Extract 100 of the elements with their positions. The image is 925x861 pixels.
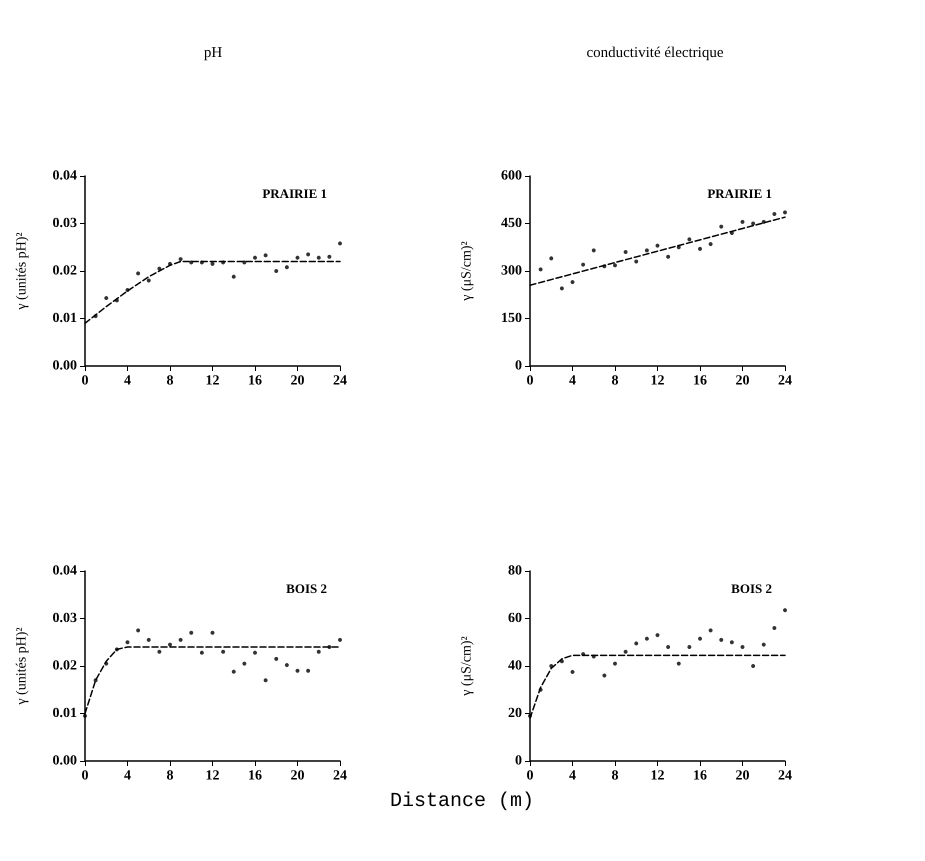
point <box>644 248 649 252</box>
point <box>210 630 214 635</box>
y-tick-label: 0.03 <box>52 611 77 626</box>
y-tick-label: 0.01 <box>52 706 77 721</box>
point <box>719 224 724 229</box>
point <box>284 265 289 270</box>
y-tick-label: 0.00 <box>52 358 77 374</box>
x-tick-label: 0 <box>526 768 534 784</box>
point <box>698 636 702 641</box>
point <box>189 630 194 635</box>
x-tick-label: 24 <box>333 374 347 388</box>
point <box>719 638 724 642</box>
x-tick-label: 16 <box>693 768 707 784</box>
point <box>316 256 321 260</box>
point <box>253 256 257 260</box>
point <box>338 241 342 246</box>
x-tick-label: 16 <box>248 768 262 784</box>
point <box>740 645 744 649</box>
y-axis-title: γ (μS/cm)² <box>460 636 474 697</box>
point <box>666 645 670 649</box>
point <box>656 244 660 248</box>
y-tick-label: 60 <box>508 611 522 626</box>
point <box>157 650 162 654</box>
point <box>634 260 638 264</box>
point <box>634 641 638 646</box>
point <box>624 650 628 654</box>
text: pH <box>204 45 222 62</box>
x-tick-label: 12 <box>650 768 664 784</box>
point <box>210 262 214 266</box>
y-tick-label: 0.03 <box>52 216 77 231</box>
y-tick-label: 300 <box>501 264 522 278</box>
point <box>613 662 617 666</box>
point <box>264 253 268 258</box>
text: Distance (m) <box>390 790 534 813</box>
y-tick-label: 0.04 <box>52 564 77 578</box>
x-tick-label: 0 <box>526 374 534 388</box>
point <box>708 242 713 246</box>
x-tick-label: 24 <box>778 374 792 388</box>
y-tick-label: 0.04 <box>52 168 77 184</box>
x-tick-label: 4 <box>569 374 576 388</box>
x-tick-label: 4 <box>124 374 131 388</box>
point <box>83 714 87 718</box>
text: PRAIRIE 1 <box>262 186 328 201</box>
y-tick-label: 600 <box>501 168 522 184</box>
text: PRAIRIE 1 <box>707 186 772 201</box>
point <box>772 626 776 630</box>
y-axis-title: γ (unités pH)² <box>14 627 30 706</box>
x-tick-label: 4 <box>124 768 131 784</box>
x-tick-label: 12 <box>650 374 664 388</box>
point <box>316 650 321 654</box>
x-tick-label: 16 <box>693 374 707 388</box>
point <box>338 638 342 642</box>
y-tick-label: 0.01 <box>52 311 77 326</box>
x-tick-label: 16 <box>248 374 262 388</box>
point <box>708 628 713 632</box>
point <box>613 263 617 268</box>
point <box>253 650 257 655</box>
point <box>751 222 756 226</box>
y-tick-label: 0.02 <box>52 264 77 278</box>
point <box>783 608 787 612</box>
point <box>687 237 692 242</box>
text: BOIS 2 <box>731 581 772 596</box>
point <box>570 670 574 674</box>
point <box>772 212 776 216</box>
point <box>221 650 226 654</box>
point <box>581 262 586 267</box>
y-axis-title: γ (unités pH)² <box>14 232 30 311</box>
x-tick-label: 0 <box>82 768 88 784</box>
x-tick-label: 20 <box>736 768 750 784</box>
point <box>296 256 300 260</box>
point <box>730 640 734 644</box>
x-tick-label: 20 <box>290 374 304 388</box>
y-axis-title: γ (μS/cm)² <box>460 241 474 302</box>
x-tick-label: 24 <box>778 768 792 784</box>
point <box>274 269 278 273</box>
point <box>126 640 130 644</box>
point <box>146 278 151 282</box>
point <box>570 280 574 284</box>
x-tick-label: 12 <box>206 768 220 784</box>
y-tick-label: 0.02 <box>52 658 77 674</box>
x-tick-label: 12 <box>206 374 220 388</box>
x-tick-label: 8 <box>612 768 618 784</box>
y-tick-label: 20 <box>508 706 522 721</box>
x-tick-label: 20 <box>290 768 304 784</box>
point <box>284 663 289 668</box>
x-tick-label: 24 <box>333 768 347 784</box>
text: BOIS 2 <box>286 581 328 596</box>
point <box>602 674 606 678</box>
y-tick-label: 450 <box>501 216 522 231</box>
point <box>592 248 596 252</box>
x-tick-label: 4 <box>569 768 576 784</box>
x-tick-label: 8 <box>166 374 174 388</box>
point <box>146 638 151 642</box>
point <box>751 664 756 668</box>
point <box>560 286 564 290</box>
point <box>178 257 183 262</box>
point <box>242 662 246 666</box>
point <box>232 670 236 674</box>
point <box>624 250 628 254</box>
point <box>306 668 310 673</box>
